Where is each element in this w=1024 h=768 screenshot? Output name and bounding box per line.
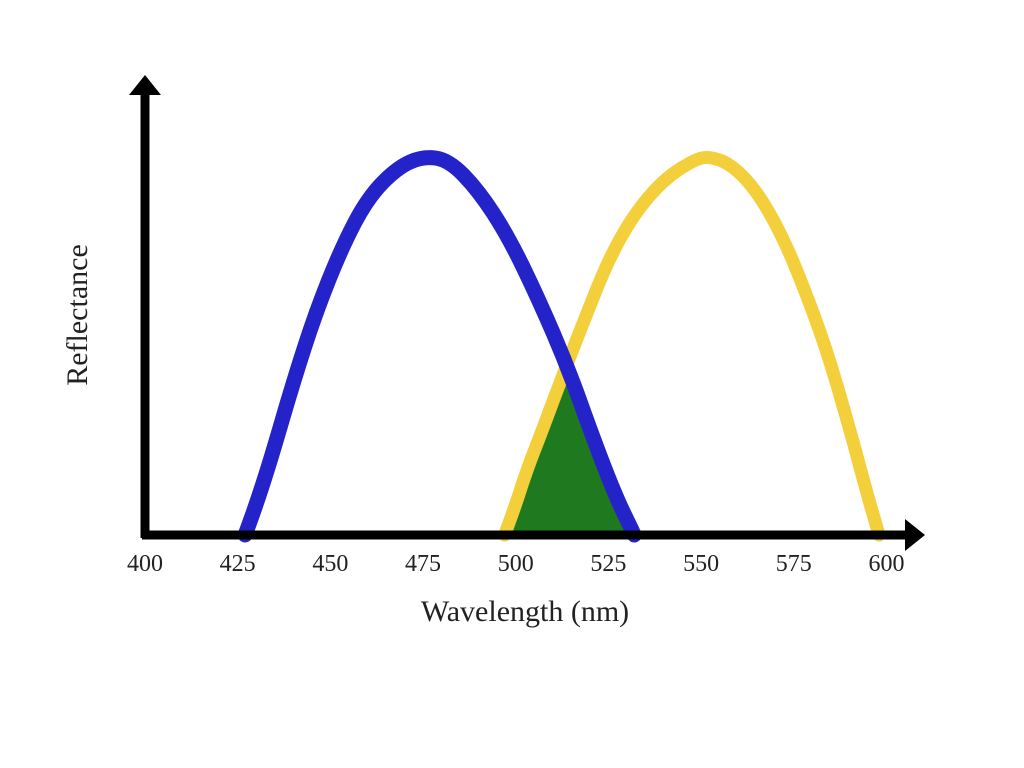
- x-tick-label: 475: [405, 551, 441, 577]
- y-axis-label: Reflectance: [61, 244, 94, 386]
- x-tick-label: 500: [498, 551, 534, 577]
- x-axis-arrow: [905, 519, 925, 551]
- y-axis-arrow: [129, 75, 161, 95]
- x-tick-label: 525: [590, 551, 626, 577]
- x-tick-label: 575: [776, 551, 812, 577]
- x-tick-label: 400: [127, 551, 163, 577]
- reflectance-chart: 400 425 450 475 500 525 550 575 600 Wavelength (n…: [0, 0, 1024, 768]
- x-tick-label: 550: [683, 551, 719, 577]
- x-tick-label: 600: [868, 551, 904, 577]
- x-tick-label: 450: [312, 551, 348, 577]
- x-tick-label: 425: [220, 551, 256, 577]
- x-axis-label: Wavelength (nm): [421, 595, 629, 628]
